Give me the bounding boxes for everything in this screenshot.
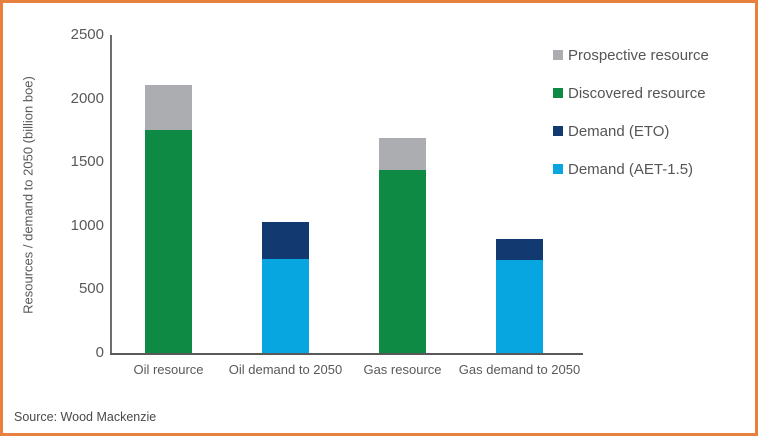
legend-label: Demand (ETO): [568, 122, 670, 140]
y-axis-line: [110, 35, 112, 355]
source-attribution: Source: Wood Mackenzie: [14, 410, 157, 424]
y-tick-label: 500: [78, 280, 104, 298]
legend-item: Demand (ETO): [553, 120, 709, 142]
y-tick-label: 1000: [70, 216, 104, 234]
legend-item: Discovered resource: [553, 82, 709, 104]
bar-segment: [379, 138, 426, 170]
y-tick-label: 1500: [70, 153, 104, 171]
x-category-label: Gas resource: [363, 362, 442, 377]
bar-segment: [496, 260, 543, 353]
bar-segment: [262, 221, 309, 259]
legend-swatch-icon: [553, 50, 563, 60]
x-category-label: Gas demand to 2050: [458, 362, 581, 377]
y-tick-label: 2500: [70, 26, 104, 43]
legend-swatch-icon: [553, 164, 563, 174]
legend-swatch-icon: [553, 88, 563, 98]
y-tick-label: 0: [95, 344, 104, 361]
legend-label: Prospective resource: [568, 46, 709, 64]
bar-segment: [145, 130, 192, 353]
x-category-label: Oil demand to 2050: [228, 362, 343, 377]
legend-label: Discovered resource: [568, 84, 706, 102]
y-tick-label: 2000: [70, 89, 104, 107]
y-axis-title: Resources / demand to 2050 (billion boe): [20, 76, 36, 314]
legend-swatch-icon: [553, 126, 563, 136]
legend-item: Demand (AET-1.5): [553, 158, 709, 180]
legend: Prospective resource Discovered resource D…: [553, 44, 709, 180]
legend-label: Demand (AET-1.5): [568, 160, 694, 178]
x-category-label: Oil resource: [133, 362, 204, 377]
bar-segment: [262, 258, 309, 353]
legend-item: Prospective resource: [553, 44, 709, 66]
x-axis-line: [110, 353, 583, 355]
bar-segment: [496, 238, 543, 261]
bar-segment: [379, 169, 426, 353]
bar-segment: [145, 84, 192, 131]
